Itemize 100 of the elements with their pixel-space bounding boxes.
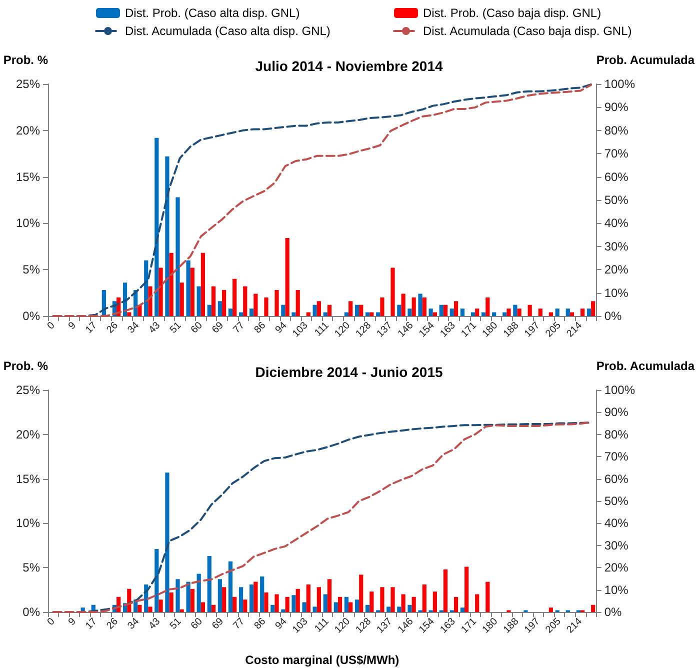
x-tick-label: 69 xyxy=(210,616,226,632)
x-tick-label: 146 xyxy=(396,616,416,636)
bar xyxy=(186,582,190,612)
bar xyxy=(354,600,360,612)
bar xyxy=(454,301,458,316)
bar xyxy=(196,574,201,612)
bar xyxy=(296,588,300,612)
bar xyxy=(180,282,184,316)
x-tick-label: 128 xyxy=(354,320,374,340)
x-tick-label: 86 xyxy=(252,320,268,336)
bar xyxy=(486,582,490,612)
chart-title: Julio 2014 - Noviembre 2014 xyxy=(255,58,443,74)
bar xyxy=(432,592,437,612)
x-tick-label: 214 xyxy=(564,320,585,340)
bar xyxy=(169,252,174,316)
bar xyxy=(586,308,592,316)
bar xyxy=(323,594,328,612)
bar xyxy=(401,594,406,612)
bar xyxy=(454,596,458,612)
bar xyxy=(154,138,159,316)
bar xyxy=(222,290,226,316)
bar xyxy=(190,268,194,316)
x-tick-label: 26 xyxy=(104,616,121,632)
bar xyxy=(211,604,216,612)
bar xyxy=(264,592,268,612)
x-tick-label: 17 xyxy=(84,616,100,632)
x-tick-label: 180 xyxy=(480,616,500,636)
bar xyxy=(281,304,286,316)
y-tick-label: 20% xyxy=(16,123,40,138)
bar xyxy=(422,584,426,612)
x-tick-label: 86 xyxy=(252,616,268,632)
y-tick-label: 15% xyxy=(16,170,40,184)
bar xyxy=(165,156,170,316)
x-tick-label: 137 xyxy=(375,320,395,340)
x-tick-label: 137 xyxy=(375,616,395,636)
x-tick-label: 154 xyxy=(417,320,438,340)
bar xyxy=(176,197,180,316)
bar xyxy=(323,312,328,316)
bar xyxy=(354,304,360,316)
y2-tick-label: 90% xyxy=(604,405,629,420)
x-tick-label: 51 xyxy=(168,616,184,632)
x-tick-label: 163 xyxy=(438,320,458,340)
x-tick-label: 9 xyxy=(66,320,79,332)
bar xyxy=(148,286,152,316)
bar xyxy=(348,301,353,316)
bar xyxy=(138,604,142,612)
bar xyxy=(165,472,170,612)
bar xyxy=(154,548,159,612)
bar xyxy=(370,592,374,612)
bar xyxy=(386,606,391,612)
bar xyxy=(292,312,296,316)
bar xyxy=(460,308,465,316)
x-tick-label: 103 xyxy=(290,616,311,636)
x-tick-label: 94 xyxy=(274,616,290,632)
bar xyxy=(401,294,406,316)
bar xyxy=(274,594,279,612)
y2-tick-label: 100% xyxy=(604,77,636,91)
bar xyxy=(538,308,542,316)
x-tick-label: 34 xyxy=(126,616,142,632)
bar xyxy=(443,569,448,612)
bar xyxy=(506,308,511,316)
bar xyxy=(296,290,300,316)
bar xyxy=(270,604,275,612)
bar xyxy=(127,312,132,316)
bar xyxy=(380,587,384,612)
bar xyxy=(148,606,152,612)
x-tick-label: 26 xyxy=(104,320,121,336)
bar xyxy=(180,609,184,612)
y2-tick-label: 60% xyxy=(604,170,629,184)
x-tick-label: 103 xyxy=(290,320,311,340)
bar xyxy=(306,584,310,612)
x-tick-label: 146 xyxy=(396,320,416,340)
bar xyxy=(232,278,237,316)
bar xyxy=(517,308,522,316)
x-tick-label: 94 xyxy=(274,320,290,336)
legend-label: Dist. Prob. (Caso alta disp. GNL) xyxy=(125,6,300,20)
bar xyxy=(254,582,258,612)
bar xyxy=(274,290,279,316)
x-tick-label: 120 xyxy=(332,616,353,636)
x-tick-label: 188 xyxy=(502,320,522,340)
bar xyxy=(428,308,433,316)
x-tick-label: 17 xyxy=(84,320,100,336)
legend-label: Dist. Prob. (Caso baja disp. GNL) xyxy=(423,6,602,20)
bar xyxy=(365,604,370,612)
bar xyxy=(412,596,416,612)
y2-axis-title: Prob. Acumulada xyxy=(596,53,695,67)
bar xyxy=(144,260,148,316)
bar xyxy=(176,579,180,612)
bar xyxy=(348,602,353,612)
x-tick-label: 120 xyxy=(332,320,353,340)
bar xyxy=(370,312,374,316)
bar xyxy=(302,602,306,612)
bar xyxy=(408,308,412,316)
y-tick-label: 25% xyxy=(16,383,40,397)
bar xyxy=(412,297,416,316)
bar xyxy=(327,304,332,316)
y-tick-label: 0% xyxy=(22,309,40,323)
x-tick-label: 9 xyxy=(66,616,79,628)
bar xyxy=(548,608,553,612)
y2-tick-label: 40% xyxy=(604,516,629,530)
